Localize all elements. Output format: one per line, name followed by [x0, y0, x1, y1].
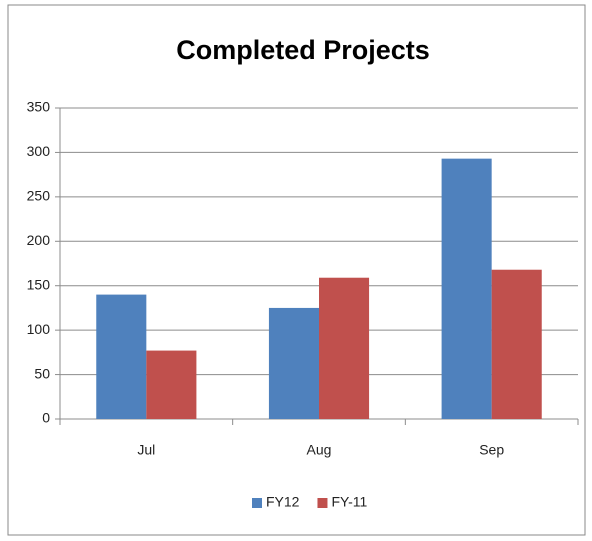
x-tick-label: Aug	[307, 442, 332, 458]
y-tick-label: 100	[27, 321, 51, 337]
y-tick-label: 0	[42, 410, 50, 426]
y-tick-label: 350	[27, 99, 51, 115]
bar	[146, 350, 197, 419]
bar	[268, 307, 319, 419]
chart-title: Completed Projects	[176, 35, 430, 65]
legend-label: FY12	[266, 494, 300, 510]
y-tick-label: 200	[27, 232, 51, 248]
bar	[96, 294, 147, 419]
bar	[441, 158, 492, 420]
y-tick-label: 300	[27, 143, 51, 159]
y-tick-label: 50	[34, 365, 50, 381]
y-tick-label: 250	[27, 188, 51, 204]
legend-swatch	[252, 498, 262, 508]
x-tick-label: Jul	[137, 442, 155, 458]
legend-swatch	[317, 498, 328, 508]
bar	[491, 269, 542, 419]
bar	[319, 277, 370, 419]
x-tick-label: Sep	[479, 442, 504, 458]
y-tick-label: 150	[27, 276, 51, 292]
legend-label: FY-11	[331, 494, 367, 510]
